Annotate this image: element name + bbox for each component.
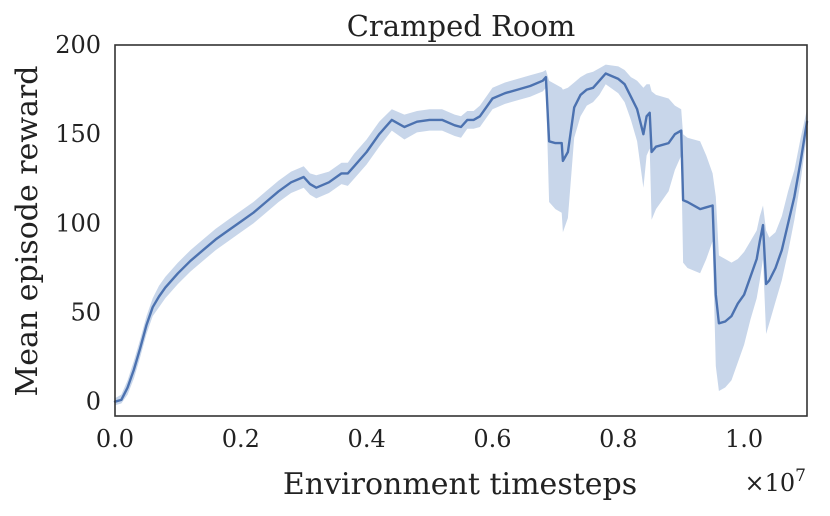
y-axis-ticks: 0 50 100 150 200 bbox=[55, 31, 101, 416]
x-tick-label: 0.2 bbox=[222, 425, 260, 453]
x-tick-label: 0.4 bbox=[348, 425, 386, 453]
x-multiplier-base: ×10 bbox=[745, 469, 796, 497]
x-tick-label: 0.0 bbox=[96, 425, 134, 453]
y-axis-label: Mean episode reward bbox=[10, 66, 45, 397]
mean-reward-line bbox=[113, 72, 809, 403]
x-axis-ticks: 0.0 0.2 0.4 0.6 0.8 1.0 bbox=[96, 425, 763, 453]
y-tick-label: 200 bbox=[55, 31, 101, 59]
x-tick-label: 0.8 bbox=[599, 425, 637, 453]
confidence-band bbox=[115, 64, 807, 406]
chart-title: Cramped Room bbox=[347, 9, 576, 43]
x-tick-label: 1.0 bbox=[725, 425, 763, 453]
plot-area bbox=[113, 64, 809, 406]
x-tick-label: 0.6 bbox=[473, 425, 511, 453]
y-tick-label: 50 bbox=[70, 299, 101, 327]
x-multiplier-exponent: 7 bbox=[795, 466, 806, 486]
y-tick-label: 100 bbox=[55, 209, 101, 237]
plot-frame bbox=[114, 44, 808, 417]
y-tick-label: 150 bbox=[55, 120, 101, 148]
x-axis-label: Environment timesteps bbox=[283, 467, 637, 502]
x-axis-multiplier: ×107 bbox=[745, 466, 806, 497]
y-tick-label: 0 bbox=[86, 388, 101, 416]
